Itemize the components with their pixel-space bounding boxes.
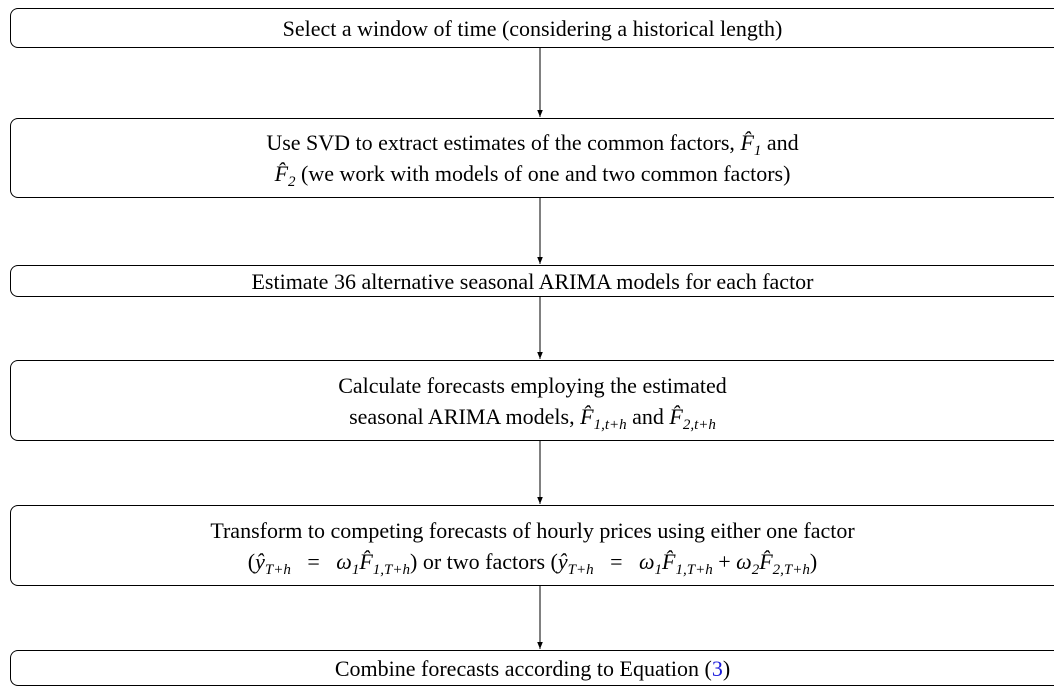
process-box: Estimate 36 alternative seasonal ARIMA m… bbox=[10, 265, 1054, 297]
math-symbol: ω bbox=[336, 548, 352, 574]
process-box: Calculate forecasts employing the estima… bbox=[10, 360, 1054, 441]
math-symbol: ŷ bbox=[255, 548, 265, 574]
math-symbol: F̂ bbox=[740, 130, 754, 155]
text-run: = bbox=[593, 548, 639, 574]
equation-link[interactable]: 3 bbox=[711, 655, 723, 681]
math-symbol: F̂ bbox=[662, 548, 676, 574]
box-text-line: Transform to competing forecasts of hour… bbox=[210, 515, 854, 546]
subscript: 1,T+h bbox=[675, 561, 713, 578]
math-symbol: F̂ bbox=[759, 548, 773, 574]
text-run: (we work with models of one and two comm… bbox=[295, 161, 791, 186]
math-symbol: F̂ bbox=[580, 403, 594, 429]
subscript: 1,T+h bbox=[372, 561, 410, 578]
text-run: = bbox=[290, 548, 337, 574]
text-run: seasonal ARIMA models, bbox=[349, 403, 581, 429]
process-box: Transform to competing forecasts of hour… bbox=[10, 505, 1054, 586]
text-run: ) bbox=[722, 655, 731, 681]
process-box: Combine forecasts according to Equation … bbox=[10, 650, 1054, 686]
subscript: 1 bbox=[351, 561, 360, 578]
text-run: Calculate forecasts employing the estima… bbox=[338, 372, 727, 398]
text-run: Select a window of time (considering a h… bbox=[282, 15, 783, 41]
math-symbol: ω bbox=[736, 548, 752, 574]
box-text-line: Estimate 36 alternative seasonal ARIMA m… bbox=[251, 266, 813, 297]
box-text-line: Calculate forecasts employing the estima… bbox=[338, 370, 727, 401]
text-run: ) or two factors ( bbox=[410, 548, 558, 574]
math-symbol: ŷ bbox=[557, 548, 568, 574]
text-run: Estimate 36 alternative seasonal ARIMA m… bbox=[251, 268, 814, 294]
box-text-line: F̂2 (we work with models of one and two … bbox=[274, 158, 791, 190]
subscript: T+h bbox=[264, 561, 291, 578]
text-run: and bbox=[626, 403, 670, 429]
box-text-line: Combine forecasts according to Equation … bbox=[335, 653, 730, 684]
math-symbol: F̂ bbox=[669, 403, 683, 429]
subscript: 2 bbox=[288, 174, 296, 190]
subscript: 1 bbox=[753, 143, 762, 159]
subscript: 2,t+h bbox=[682, 416, 716, 433]
process-box: Select a window of time (considering a h… bbox=[10, 8, 1054, 48]
text-run: Transform to competing forecasts of hour… bbox=[210, 517, 855, 543]
text-run: ) bbox=[809, 548, 818, 574]
text-run: Use SVD to extract estimates of the comm… bbox=[266, 130, 741, 155]
subscript: 2 bbox=[751, 561, 760, 578]
text-run: Combine forecasts according to Equation … bbox=[334, 655, 712, 681]
process-box: Use SVD to extract estimates of the comm… bbox=[10, 118, 1054, 198]
box-text-line: Use SVD to extract estimates of the comm… bbox=[266, 127, 799, 159]
box-text-line: seasonal ARIMA models, F̂1,t+h and F̂2,t… bbox=[349, 401, 716, 433]
text-run: and bbox=[761, 130, 799, 155]
subscript: 2,T+h bbox=[772, 561, 810, 578]
math-symbol: ω bbox=[639, 548, 655, 574]
text-run: + bbox=[712, 548, 737, 574]
box-text-line: (ŷT+h = ω1F̂1,T+h) or two factors (ŷT+h … bbox=[247, 546, 818, 578]
math-symbol: F̂ bbox=[359, 548, 373, 574]
math-symbol: F̂ bbox=[274, 161, 289, 186]
box-text-line: Select a window of time (considering a h… bbox=[283, 13, 783, 44]
subscript: 1 bbox=[654, 561, 663, 578]
subscript: 1,t+h bbox=[593, 416, 627, 433]
text-run: ( bbox=[247, 548, 256, 574]
subscript: T+h bbox=[567, 561, 594, 578]
